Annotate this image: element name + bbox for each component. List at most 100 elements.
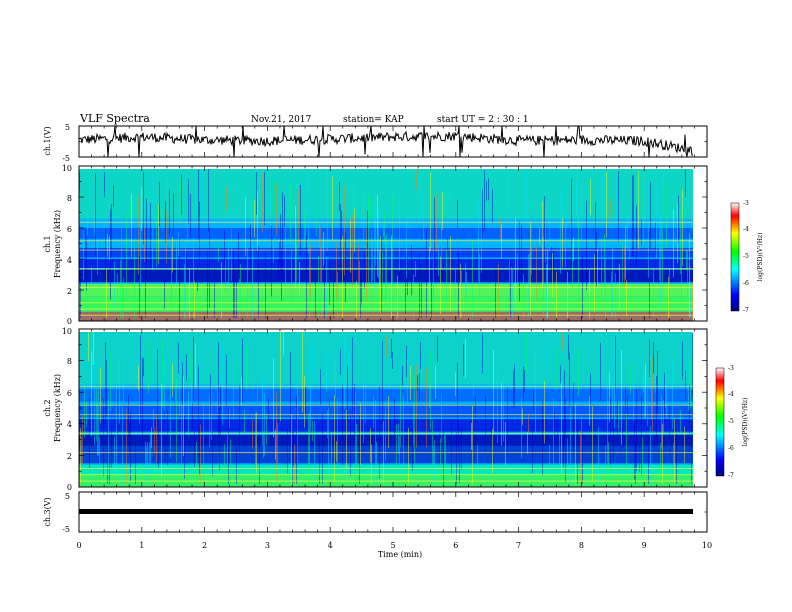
- spectrogram-streak: [197, 265, 198, 292]
- spectrogram-streak: [140, 216, 141, 290]
- spectrogram-streak: [179, 236, 180, 318]
- spectrogram-streak: [182, 362, 183, 406]
- spectrogram-streak: [229, 408, 230, 428]
- spectrogram-streak: [439, 432, 440, 464]
- spectrogram-streak: [297, 186, 298, 206]
- spectrogram-streak: [283, 332, 284, 356]
- spectrogram-streak: [256, 172, 257, 215]
- spectrogram-streak: [84, 384, 85, 438]
- ch2-spectrogram-image: [79, 332, 707, 487]
- spectrogram-streak: [114, 261, 115, 310]
- spectrogram-streak: [689, 385, 690, 450]
- spectrogram-streak: [364, 253, 365, 289]
- spectrogram-streak: [687, 250, 688, 296]
- spectrogram-streak: [323, 232, 324, 267]
- spectrogram-streak: [420, 342, 421, 370]
- spectrogram-streak: [656, 375, 657, 446]
- spectrogram-streak: [113, 185, 114, 207]
- spectrogram-streak: [445, 176, 446, 218]
- spectrogram-streak: [650, 181, 651, 249]
- spectrogram-streak: [420, 176, 421, 219]
- spectrogram-streak: [542, 402, 543, 476]
- spectrogram-band: [79, 434, 693, 446]
- spectrogram-streak: [507, 176, 508, 210]
- spectrogram-streak: [492, 189, 493, 223]
- spectrogram-streak: [363, 186, 364, 242]
- spectrogram-streak: [329, 399, 330, 459]
- spectrogram-streak: [678, 195, 679, 243]
- ch2-colorbar-tick-labels: -3 -4 -5 -6 -7: [728, 365, 734, 479]
- spectrogram-gap: [693, 332, 707, 487]
- spectrogram-streak: [552, 253, 553, 297]
- spectrogram-streak: [202, 169, 203, 216]
- spectrogram-streak: [500, 217, 501, 240]
- spectrogram-streak: [238, 232, 239, 275]
- spectrogram-streak: [191, 178, 192, 197]
- spectrogram-streak: [233, 250, 234, 318]
- spectrogram-streak: [298, 188, 299, 247]
- spectrogram-streak: [669, 405, 670, 455]
- spectrogram-streak: [376, 441, 377, 484]
- spectrogram-streak: [114, 436, 115, 475]
- spectrogram-streak: [524, 369, 525, 393]
- spectrogram-streak: [461, 427, 462, 471]
- spectrogram-streak: [104, 171, 105, 197]
- spectrogram-streak: [326, 256, 327, 318]
- spectrogram-streak: [545, 212, 546, 263]
- spectrogram-band: [79, 404, 693, 418]
- spectrogram-streak: [560, 365, 561, 384]
- ch2-cbar-tick-m6: -6: [728, 445, 734, 452]
- date-label: Nov.21, 2017: [251, 115, 312, 125]
- spectrogram-streak: [512, 269, 513, 318]
- spectrogram-streak: [336, 242, 337, 301]
- spectrogram-streak: [437, 335, 438, 363]
- spectrogram-streak: [551, 246, 552, 273]
- spectrogram-streak: [252, 244, 253, 318]
- spectrogram-streak: [252, 419, 253, 449]
- spectrogram-streak: [274, 178, 275, 213]
- spectrogram-streak: [198, 169, 199, 240]
- spectrogram-streak: [663, 400, 664, 434]
- spectrogram-streak: [381, 238, 382, 313]
- spectrogram-streak: [455, 269, 456, 298]
- spectrogram-streak: [356, 423, 357, 484]
- spectrogram-streak: [187, 194, 188, 244]
- spectrogram-streak: [236, 282, 237, 318]
- spectrogram-streak: [165, 436, 166, 463]
- spectrogram-streak: [414, 374, 415, 463]
- spectrogram-streak: [146, 447, 147, 484]
- spectrogram-streak: [88, 332, 89, 362]
- spectrogram-streak: [354, 208, 355, 253]
- spectrogram-streak: [660, 215, 661, 306]
- spectrogram-streak: [126, 214, 127, 295]
- spectrogram-streak: [690, 356, 691, 409]
- spectrogram-line: [79, 385, 693, 387]
- spectrogram-streak: [455, 372, 456, 397]
- ch1-ytick-bottom: -5: [62, 154, 70, 163]
- spectrogram-streak: [539, 227, 540, 245]
- spectrogram-streak: [157, 349, 158, 429]
- spectrogram-streak: [391, 338, 392, 359]
- spectrogram-streak: [493, 350, 494, 435]
- spectrogram-streak: [669, 268, 670, 318]
- spectrogram-streak: [501, 224, 502, 259]
- spectrogram-streak: [572, 242, 573, 287]
- spectrogram-streak: [598, 426, 599, 484]
- spectrogram-streak: [505, 422, 506, 465]
- ch1-spectrogram-ticks: [78, 165, 708, 322]
- spectrogram-streak: [410, 366, 411, 400]
- figure-title: VLF Spectra: [79, 112, 150, 125]
- spectrogram-streak: [290, 352, 291, 447]
- spectrogram-streak: [528, 414, 529, 433]
- ch3-waveform-panel: 5 -5 ch.3(V): [43, 491, 708, 534]
- spectrogram-streak: [318, 255, 319, 318]
- spectrogram-streak: [181, 403, 182, 484]
- spectrogram-streak: [250, 224, 251, 270]
- spectrogram-streak: [596, 231, 597, 287]
- spectrogram-streak: [653, 269, 654, 318]
- spectrogram-streak: [692, 333, 693, 397]
- spectrogram-streak: [521, 224, 522, 280]
- spectrogram-streak: [441, 219, 442, 270]
- spectrogram-streak: [158, 204, 159, 265]
- spectrogram-streak: [436, 194, 437, 252]
